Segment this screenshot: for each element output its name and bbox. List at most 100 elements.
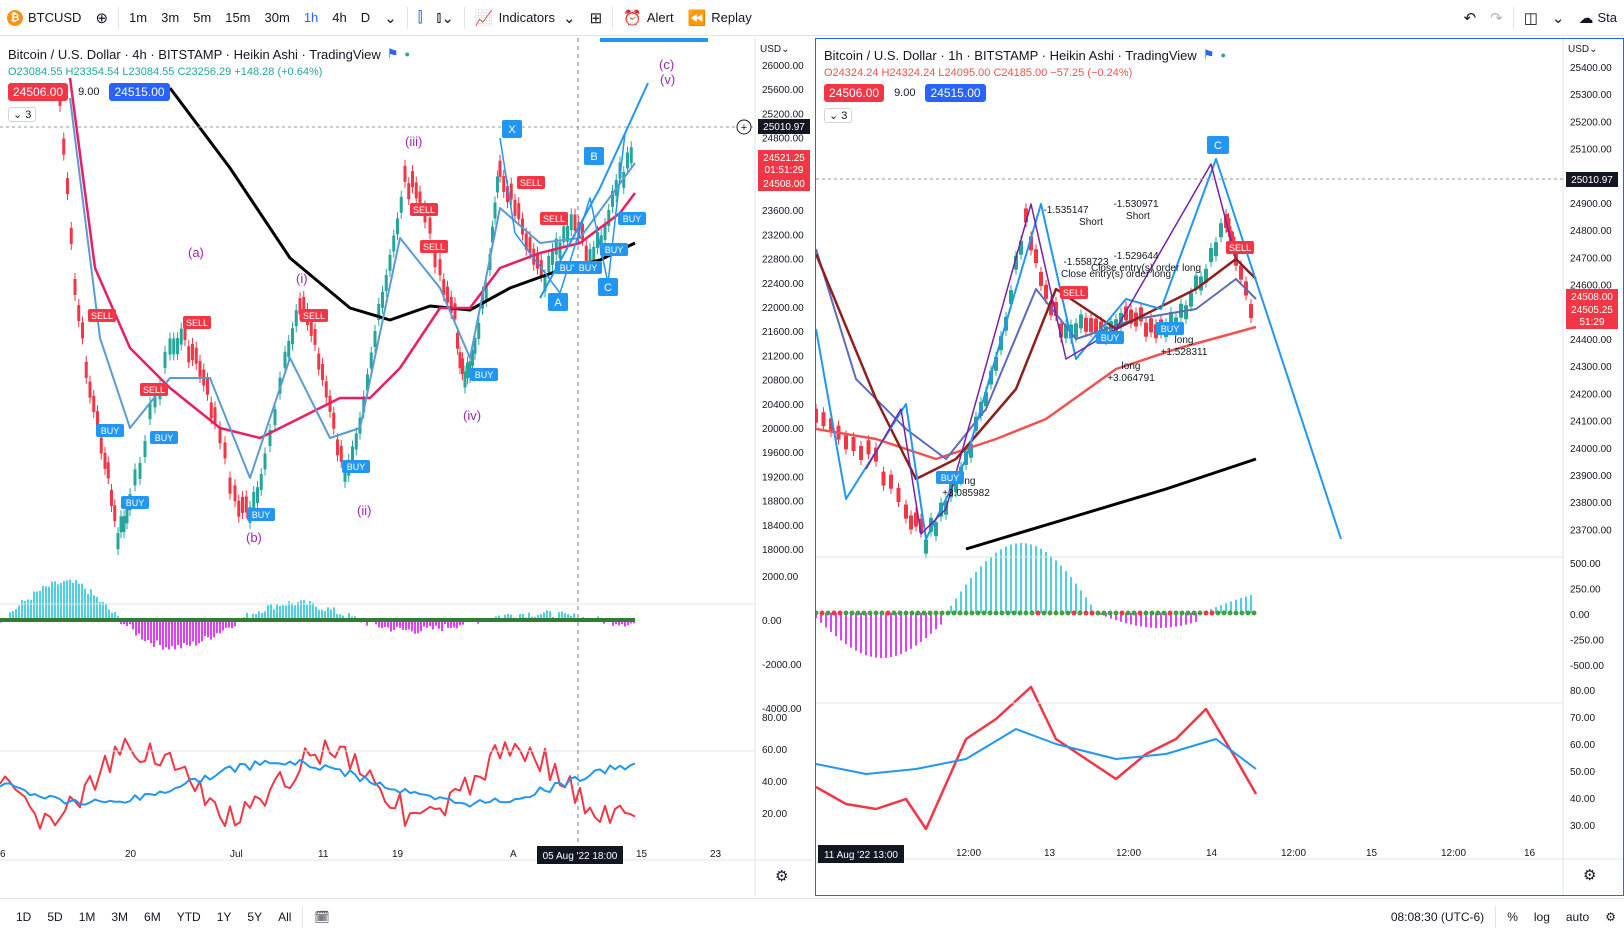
rsi-tick-label: 50.00 xyxy=(1570,767,1595,778)
indicators-button[interactable]: 📈 Indicators ⌄ xyxy=(468,0,583,36)
chart-type-button[interactable]: ⫾ ⌄ xyxy=(430,0,461,36)
macd-bar xyxy=(180,620,182,649)
range-all[interactable]: All xyxy=(278,909,292,924)
macd-dot xyxy=(1005,610,1011,616)
candle-body xyxy=(456,332,459,349)
flag-icon[interactable]: ⚑ xyxy=(386,46,399,61)
alert-button[interactable]: ⏰ Alert xyxy=(616,0,680,36)
signal-label: BUY xyxy=(155,433,174,443)
currency-text: USD xyxy=(1568,44,1590,55)
candle-body xyxy=(1074,323,1078,338)
buy-price-button[interactable]: 24515.00 xyxy=(925,84,986,102)
signal-label: BUY xyxy=(101,426,120,436)
macd-bar xyxy=(456,620,458,629)
signal-label: SELL xyxy=(1063,288,1085,298)
range-ytd[interactable]: YTD xyxy=(176,909,201,924)
range-1m[interactable]: 1M xyxy=(78,909,96,924)
redo-button[interactable]: ↷ xyxy=(1483,0,1510,36)
rsi-tick-label: 30.00 xyxy=(1570,821,1595,832)
bitcoin-icon: ₿ xyxy=(7,9,23,26)
xabc-pattern xyxy=(499,132,626,294)
timeframe-dropdown[interactable]: ⌄ xyxy=(377,0,404,36)
macd-bar xyxy=(198,620,200,644)
indicators-toggle[interactable]: ⌄ 3 xyxy=(8,107,37,122)
candle-body xyxy=(377,303,381,320)
macd-bar xyxy=(75,580,77,620)
symbol-search[interactable]: ₿ BTCUSD xyxy=(0,0,88,36)
macd-bar xyxy=(423,620,425,627)
timeframe-30m[interactable]: 30m xyxy=(264,10,290,25)
candle-body xyxy=(256,487,259,504)
candle-body xyxy=(268,430,272,447)
sell-price-button[interactable]: 24506.00 xyxy=(8,83,69,101)
range-1d[interactable]: 1D xyxy=(16,909,32,924)
timeframe-15m[interactable]: 15m xyxy=(225,10,251,25)
left-chart-pane[interactable]: 26000.0025600.0025200.0024800.0024400.00… xyxy=(0,38,813,896)
cloud-icon: ☁ xyxy=(1578,9,1594,27)
sell-signal xyxy=(140,383,168,396)
buy-signal xyxy=(600,243,628,256)
settings-gear-icon[interactable]: ⚙ xyxy=(1583,867,1597,884)
settings-gear-icon[interactable]: ⚙ xyxy=(775,868,789,885)
range-5y[interactable]: 5Y xyxy=(247,909,263,924)
candle-body xyxy=(896,487,901,502)
flag-icon[interactable]: ⚑ xyxy=(1202,47,1215,62)
candle-body xyxy=(438,259,442,276)
sell-price-button[interactable]: 24506.00 xyxy=(824,84,885,102)
layout-dropdown[interactable]: ⌄ xyxy=(1545,0,1572,36)
compare-button[interactable]: ⊕ xyxy=(88,0,115,36)
crosshair-plus-icon[interactable] xyxy=(736,119,752,135)
clock-label[interactable]: 08:08:30 (UTC-6) xyxy=(1390,909,1485,924)
ma-20-line xyxy=(816,248,1257,460)
divider xyxy=(463,6,465,29)
timeframe-d[interactable]: D xyxy=(360,10,371,25)
candle-body xyxy=(209,402,213,419)
macd-bar xyxy=(234,620,236,627)
undo-button[interactable]: ↶ xyxy=(1457,0,1484,36)
range-3m[interactable]: 3M xyxy=(111,909,129,924)
time-tick-label: 15 xyxy=(1366,848,1378,859)
candle-body xyxy=(77,305,81,322)
macd-bar xyxy=(504,614,506,620)
candle-body xyxy=(969,443,973,458)
right-chart-canvas[interactable]: 25400.0025300.0025200.0025100.0025000.00… xyxy=(816,39,1623,895)
replay-button[interactable]: ⏪ Replay xyxy=(681,0,759,36)
candle-body xyxy=(298,298,302,315)
trade-note: Short xyxy=(1079,217,1103,228)
price-tick-label: 23600.00 xyxy=(762,206,804,217)
axis-settings-button[interactable]: ⚙ xyxy=(1597,910,1624,924)
price-tick-label: 25200.00 xyxy=(1570,117,1612,128)
buy-price-button[interactable]: 24515.00 xyxy=(109,83,170,101)
range-1y[interactable]: 1Y xyxy=(216,909,232,924)
candle-body xyxy=(283,351,287,368)
macd-bar xyxy=(411,620,413,632)
templates-button[interactable]: ⊞ xyxy=(583,0,610,36)
ohlc-open: O24324.24 xyxy=(824,67,879,79)
candle-body xyxy=(125,507,129,524)
macd-bar xyxy=(168,620,170,650)
timeframe-4h[interactable]: 4h xyxy=(332,10,347,25)
auto-toggle[interactable]: auto xyxy=(1565,909,1590,924)
timeframe-3m[interactable]: 3m xyxy=(161,10,180,25)
range-5d[interactable]: 5D xyxy=(47,909,63,924)
save-cloud-button[interactable]: ☁ Sta xyxy=(1571,0,1624,36)
macd-dot xyxy=(1209,610,1215,616)
timeframe-5m[interactable]: 5m xyxy=(193,10,212,25)
candle-body xyxy=(866,440,871,455)
macd-dot xyxy=(837,610,843,616)
candle-body xyxy=(187,346,191,363)
macd-dot xyxy=(1173,610,1179,616)
bar-style-button[interactable]: ⫿ xyxy=(411,0,430,36)
timeframe-1m[interactable]: 1m xyxy=(129,10,148,25)
range-6m[interactable]: 6M xyxy=(144,909,161,924)
indicators-toggle[interactable]: ⌄ 3 xyxy=(824,108,853,123)
log-toggle[interactable]: log xyxy=(1533,909,1550,924)
date-range-button[interactable]: 🗓 xyxy=(306,910,337,924)
right-chart-pane[interactable]: 25400.0025300.0025200.0025100.0025000.00… xyxy=(815,38,1624,896)
currency-label[interactable]: USD⌄ xyxy=(1568,44,1598,55)
layout-button[interactable]: ◫ xyxy=(1517,0,1545,36)
left-chart-canvas[interactable]: 26000.0025600.0025200.0024800.0024400.00… xyxy=(0,38,813,896)
timeframe-1h[interactable]: 1h xyxy=(303,10,319,25)
currency-label[interactable]: USD⌄ xyxy=(760,44,790,55)
percent-toggle[interactable]: % xyxy=(1507,909,1518,924)
